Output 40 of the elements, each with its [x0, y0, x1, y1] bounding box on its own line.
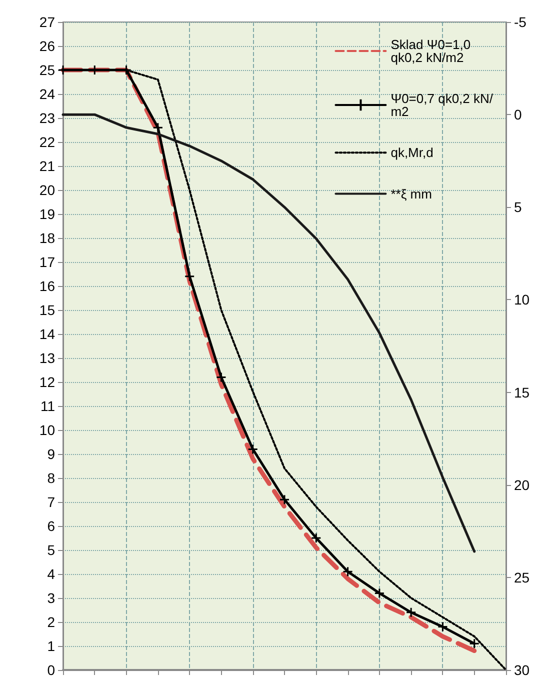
legend-label: qk,Mr,d	[390, 145, 434, 160]
y-tick-label: 22	[39, 134, 56, 150]
y-tick-label: 6	[47, 518, 56, 534]
y-tick-label: 23	[39, 110, 56, 126]
y2-tick-label: 0	[514, 106, 522, 123]
y-tick-label: 1	[47, 638, 56, 654]
legend-label: Sklad Ψ0=1,0 qk0,2 kN/m2	[390, 37, 474, 65]
y-tick-label: 14	[39, 326, 56, 342]
y-tick-label: 12	[39, 374, 56, 390]
y-tick-label: 10	[39, 422, 56, 438]
y-tick-label: 26	[39, 38, 56, 54]
y-tick-label: 4	[47, 566, 56, 582]
y2-tick-label: 15	[514, 384, 530, 400]
y2-tick-label: 5	[514, 199, 522, 216]
y-tick-label: 19	[39, 206, 56, 222]
y2-tick-label: 25	[514, 569, 530, 586]
y2-tick-label: 10	[514, 292, 530, 308]
y-tick-label: 16	[39, 278, 56, 294]
y-tick-label: 5	[47, 542, 56, 558]
y-tick-label: 24	[39, 86, 56, 102]
y-tick-label: 13	[39, 350, 56, 366]
y2-tick-label: -5	[514, 14, 527, 30]
legend-label: Ψ0=0,7 qk0,2 kN/m2	[390, 91, 494, 119]
y-tick-label: 7	[47, 494, 56, 510]
y-tick-label: 27	[39, 14, 56, 30]
y2-tick-label: 30	[514, 662, 530, 678]
y-tick-label: 25	[39, 62, 56, 78]
y-tick-label: 21	[39, 158, 56, 174]
y2-tick-label: 20	[514, 476, 530, 493]
y-tick-label: 15	[39, 302, 56, 318]
y-tick-label: 0	[47, 662, 56, 678]
legend-label: **ξ mm	[390, 186, 432, 202]
y-tick-label: 2	[47, 614, 56, 630]
y-tick-label: 9	[47, 446, 56, 462]
y-tick-label: 18	[39, 230, 56, 246]
y-tick-label: 20	[39, 182, 56, 198]
y-tick-label: 17	[39, 254, 56, 270]
y-tick-label: 8	[47, 470, 56, 486]
y-tick-label: 3	[47, 590, 56, 606]
y-tick-label: 11	[40, 398, 56, 414]
